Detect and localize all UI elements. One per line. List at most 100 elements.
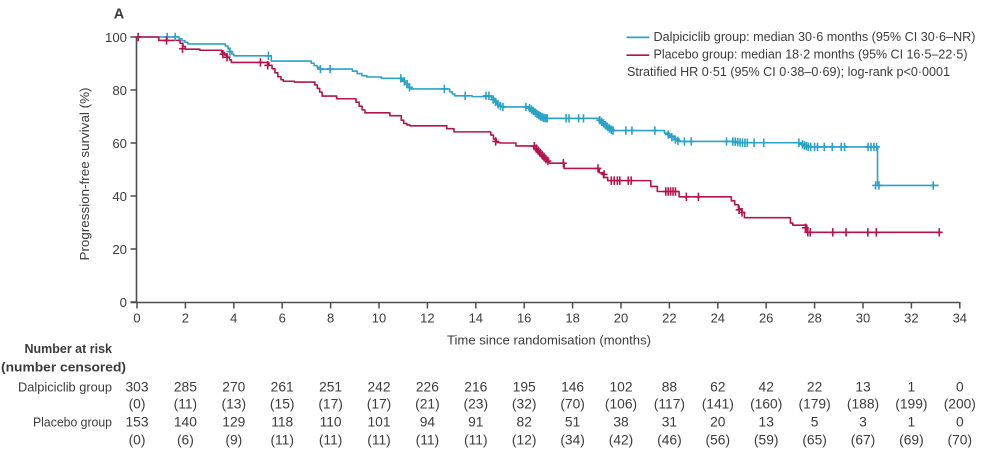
svg-text:226: 226 (416, 380, 439, 395)
svg-text:40: 40 (112, 189, 127, 204)
svg-text:(59): (59) (754, 432, 779, 447)
svg-text:4: 4 (230, 311, 237, 326)
svg-text:60: 60 (112, 136, 127, 151)
svg-text:(13): (13) (222, 397, 247, 412)
svg-text:242: 242 (367, 380, 390, 395)
svg-text:(70): (70) (948, 432, 973, 447)
svg-text:34: 34 (953, 311, 967, 326)
svg-text:6: 6 (279, 311, 286, 326)
svg-text:62: 62 (710, 380, 725, 395)
svg-text:26: 26 (759, 311, 773, 326)
svg-text:102: 102 (609, 380, 632, 395)
svg-text:(11): (11) (416, 432, 440, 447)
svg-text:(11): (11) (270, 432, 294, 447)
svg-text:13: 13 (855, 380, 871, 395)
svg-text:94: 94 (420, 415, 436, 430)
svg-text:(65): (65) (802, 432, 827, 447)
svg-text:18: 18 (565, 311, 579, 326)
svg-text:(6): (6) (177, 432, 194, 447)
svg-text:30: 30 (856, 311, 870, 326)
svg-text:3: 3 (859, 415, 867, 430)
svg-text:22: 22 (662, 311, 676, 326)
svg-text:Progression-free survival (%): Progression-free survival (%) (77, 88, 92, 261)
svg-text:(32): (32) (512, 397, 537, 412)
svg-text:(67): (67) (851, 432, 876, 447)
svg-text:100: 100 (105, 30, 127, 45)
svg-text:261: 261 (271, 380, 294, 395)
svg-text:Dalpiciclib group: median 30·6: Dalpiciclib group: median 30·6 months (9… (654, 29, 976, 44)
svg-text:12: 12 (420, 311, 434, 326)
svg-text:Number at risk: Number at risk (25, 341, 113, 356)
svg-text:31: 31 (662, 415, 677, 430)
svg-text:(number censored): (number censored) (1, 359, 126, 374)
svg-text:22: 22 (807, 380, 822, 395)
svg-text:(200): (200) (944, 397, 976, 412)
svg-text:Placebo group: Placebo group (33, 415, 112, 430)
svg-text:(17): (17) (367, 397, 392, 412)
svg-text:110: 110 (320, 415, 342, 430)
svg-text:(0): (0) (129, 397, 146, 412)
svg-text:(21): (21) (415, 397, 440, 412)
svg-text:A: A (114, 7, 125, 23)
svg-text:(46): (46) (657, 432, 682, 447)
svg-text:(11): (11) (367, 432, 391, 447)
svg-text:(12): (12) (512, 432, 537, 447)
svg-text:1: 1 (908, 380, 916, 395)
svg-text:20: 20 (614, 311, 628, 326)
svg-text:251: 251 (319, 380, 342, 395)
svg-text:(141): (141) (702, 397, 734, 412)
svg-text:(0): (0) (129, 432, 146, 447)
svg-text:303: 303 (125, 380, 148, 395)
svg-text:8: 8 (327, 311, 334, 326)
svg-text:(34): (34) (560, 432, 585, 447)
svg-text:129: 129 (222, 415, 245, 430)
svg-text:(23): (23) (464, 397, 489, 412)
svg-text:51: 51 (565, 415, 580, 430)
svg-text:(70): (70) (560, 397, 585, 412)
svg-text:Dalpiciclib group: Dalpiciclib group (18, 380, 112, 395)
svg-text:(15): (15) (270, 397, 295, 412)
svg-text:32: 32 (904, 311, 918, 326)
svg-text:(9): (9) (225, 432, 242, 447)
svg-text:Placebo group: median 18·2 mon: Placebo group: median 18·2 months (95% C… (654, 47, 968, 62)
svg-text:216: 216 (464, 380, 487, 395)
svg-text:16: 16 (517, 311, 531, 326)
svg-text:0: 0 (956, 415, 964, 430)
svg-text:(106): (106) (605, 397, 637, 412)
svg-text:(188): (188) (847, 397, 879, 412)
svg-text:42: 42 (759, 380, 774, 395)
svg-text:(11): (11) (174, 397, 198, 412)
svg-text:20: 20 (710, 415, 726, 430)
svg-text:80: 80 (112, 83, 127, 98)
svg-text:118: 118 (271, 415, 293, 430)
svg-text:(199): (199) (895, 397, 927, 412)
svg-text:146: 146 (561, 380, 584, 395)
svg-text:Time since randomisation (mont: Time since randomisation (months) (447, 333, 651, 348)
svg-text:(17): (17) (318, 397, 343, 412)
svg-text:285: 285 (174, 380, 197, 395)
svg-text:(11): (11) (464, 432, 488, 447)
svg-text:(11): (11) (319, 432, 343, 447)
svg-text:(56): (56) (706, 432, 731, 447)
svg-text:153: 153 (125, 415, 148, 430)
svg-text:20: 20 (112, 242, 127, 257)
svg-text:14: 14 (469, 311, 483, 326)
svg-text:88: 88 (662, 380, 678, 395)
svg-text:195: 195 (513, 380, 536, 395)
svg-text:2: 2 (182, 311, 189, 326)
svg-text:38: 38 (613, 415, 629, 430)
svg-text:(160): (160) (750, 397, 782, 412)
svg-text:(42): (42) (609, 432, 634, 447)
svg-text:(179): (179) (798, 397, 830, 412)
svg-text:5: 5 (811, 415, 819, 430)
svg-text:(117): (117) (654, 397, 685, 412)
svg-text:1: 1 (908, 415, 916, 430)
svg-text:13: 13 (759, 415, 775, 430)
svg-text:28: 28 (807, 311, 821, 326)
svg-text:Stratified HR 0·51 (95% CI 0·3: Stratified HR 0·51 (95% CI 0·38–0·69); l… (627, 64, 950, 79)
svg-text:270: 270 (222, 380, 245, 395)
svg-text:91: 91 (468, 415, 483, 430)
svg-text:82: 82 (517, 415, 532, 430)
svg-text:10: 10 (372, 311, 386, 326)
svg-text:24: 24 (711, 311, 725, 326)
